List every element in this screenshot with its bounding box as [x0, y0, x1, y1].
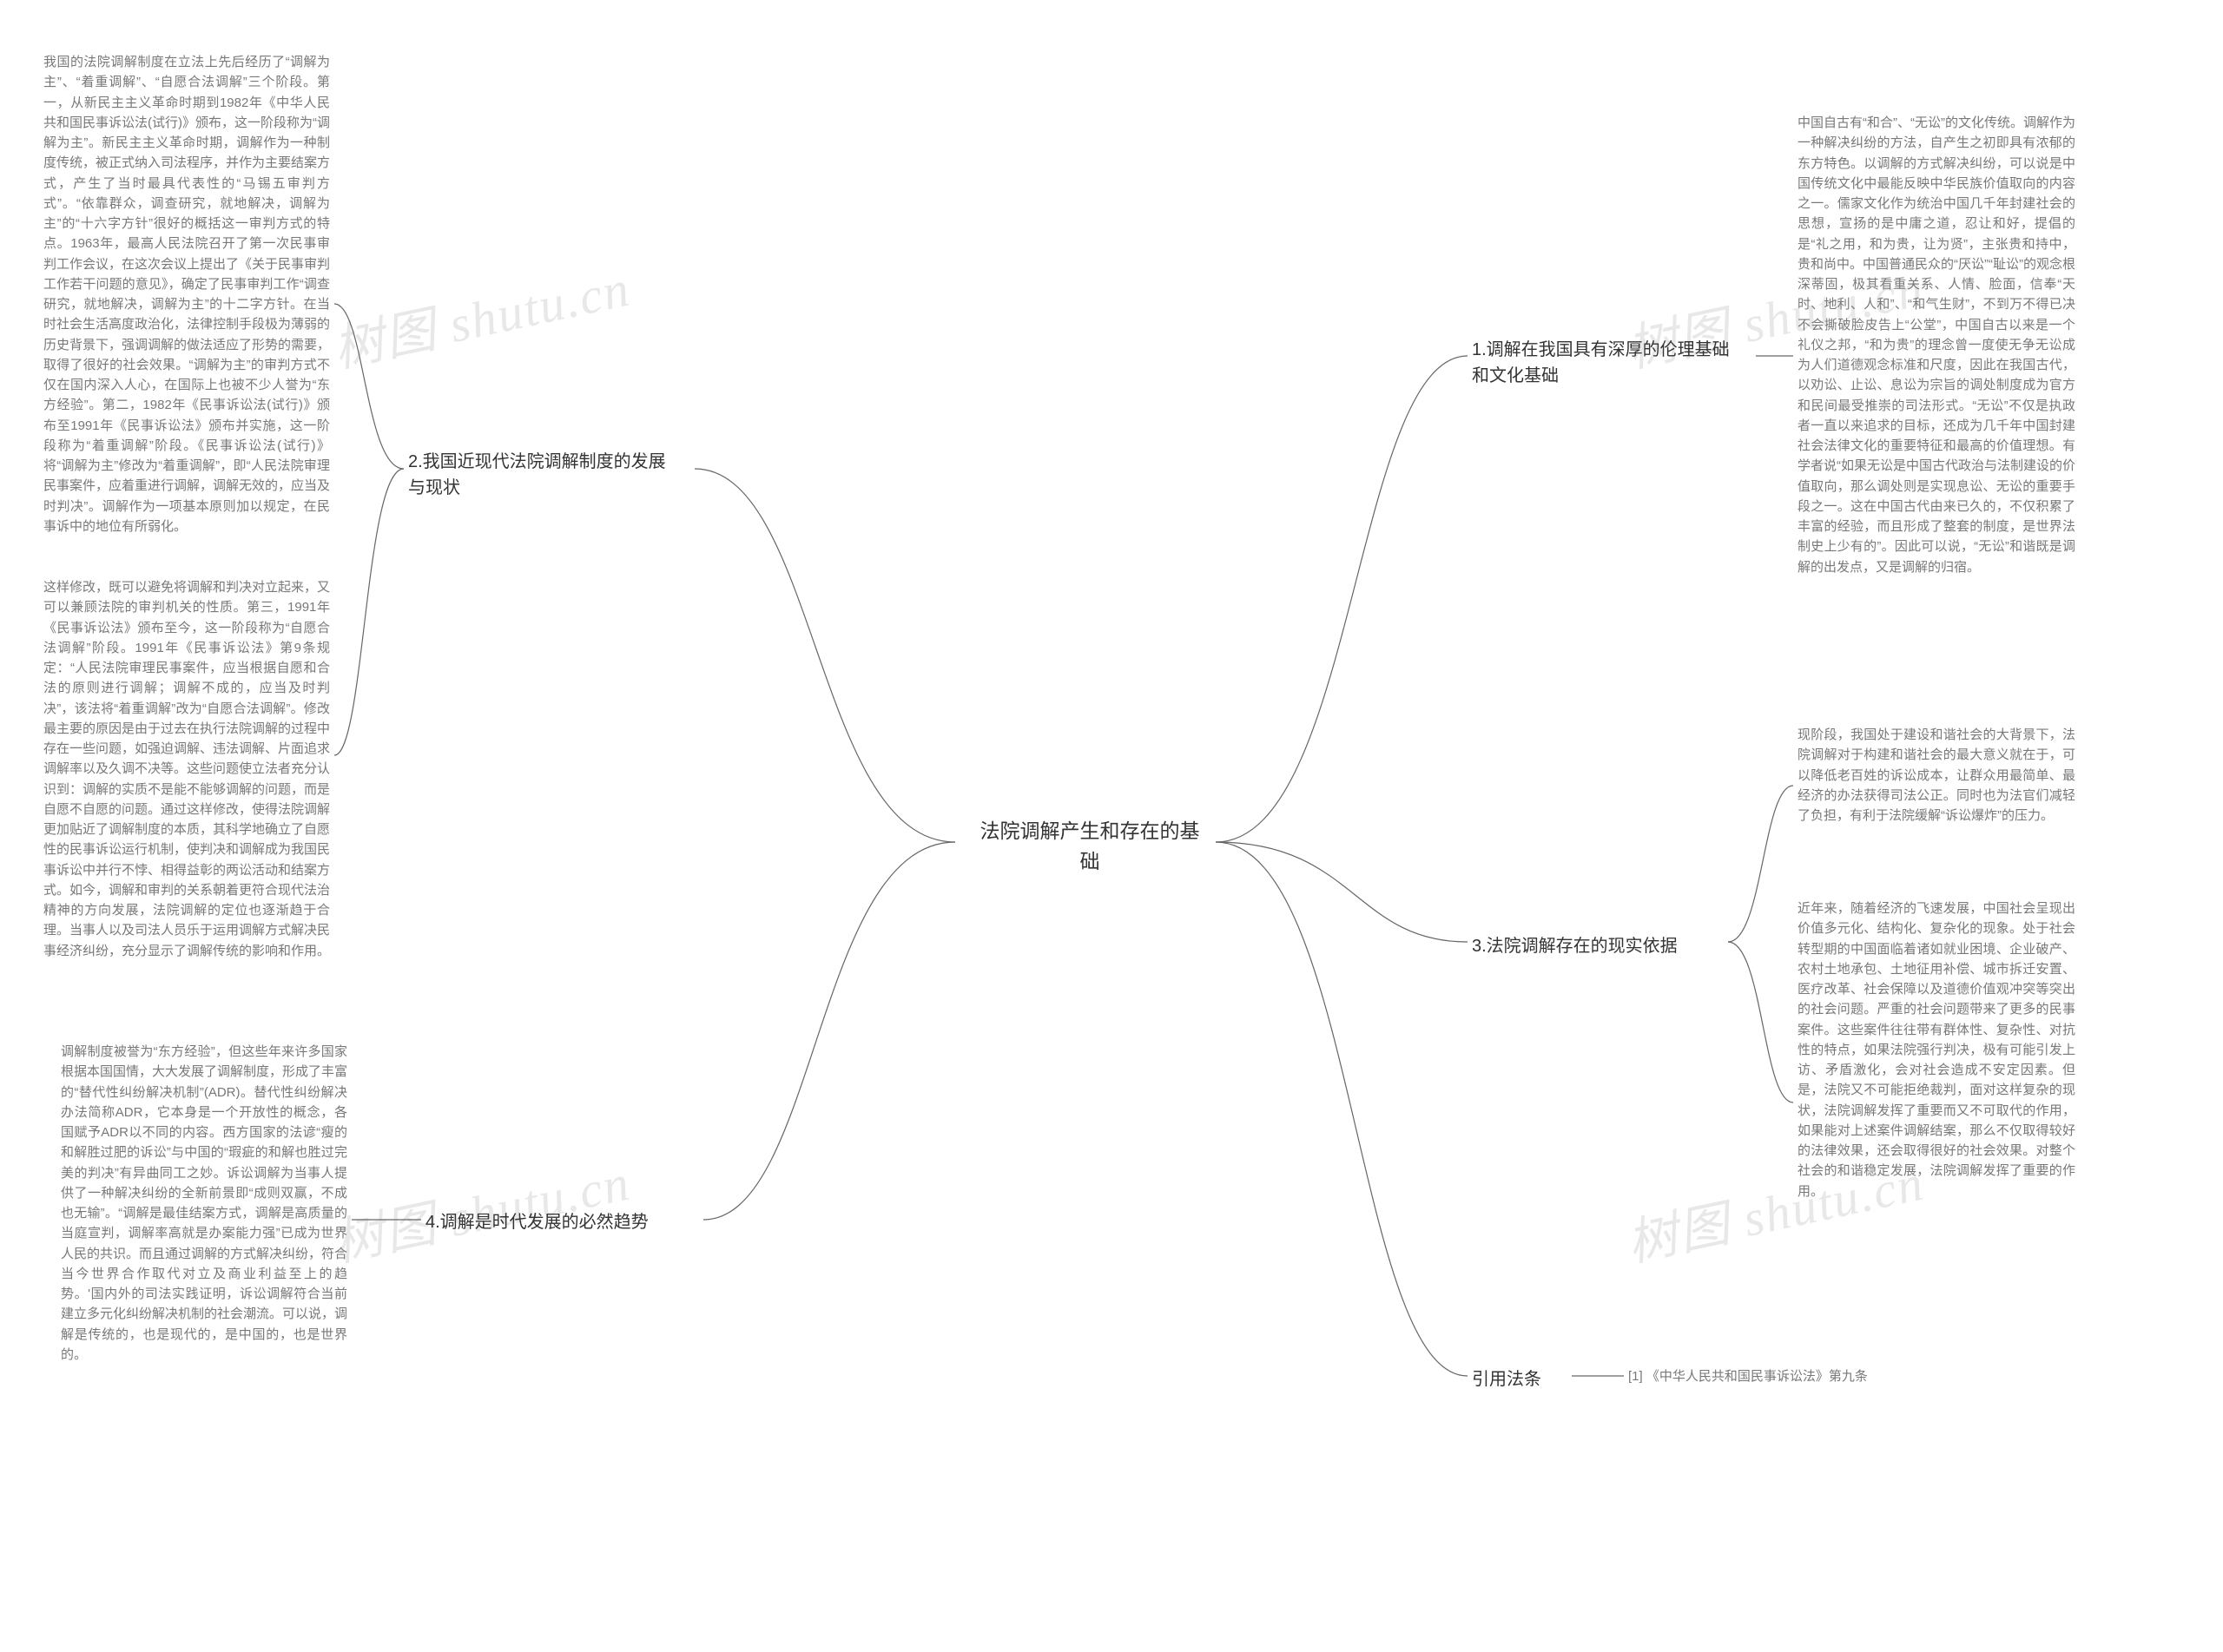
leaf-3b: 近年来，随着经济的飞速发展，中国社会呈现出价值多元化、结构化、复杂化的现象。处于… — [1798, 898, 2075, 1201]
leaf-1: 中国自古有“和合”、“无讼”的文化传统。调解作为一种解决纠纷的方法，自产生之初即… — [1798, 113, 2075, 577]
watermark: 树图 shutu.cn — [326, 1142, 636, 1275]
leaf-4: 调解制度被誉为“东方经验”，但这些年来许多国家根据本国国情，大大发展了调解制度，… — [61, 1042, 347, 1365]
branch-4: 4.调解是时代发展的必然趋势 — [425, 1209, 703, 1235]
center-node: 法院调解产生和存在的基 础 — [960, 816, 1220, 876]
leaf-2a: 我国的法院调解制度在立法上先后经历了“调解为主”、“着重调解”、“自愿合法调解”… — [43, 52, 330, 536]
branch-5: 引用法条 — [1472, 1366, 1576, 1392]
center-title-line2: 础 — [1080, 850, 1100, 872]
watermark: 树图 shutu.cn — [326, 247, 636, 381]
mindmap-canvas: 树图 shutu.cn 树图 shutu.cn 树图 shutu.cn 树图 s… — [0, 0, 2223, 1652]
leaf-3a: 现阶段，我国处于建设和谐社会的大背景下，法院调解对于构建和谐社会的最大意义就在于… — [1798, 725, 2075, 826]
branch-1: 1.调解在我国具有深厚的伦理基础 和文化基础 — [1472, 337, 1758, 389]
branch-2: 2.我国近现代法院调解制度的发展 与现状 — [408, 449, 695, 501]
branch-3: 3.法院调解存在的现实依据 — [1472, 933, 1732, 959]
leaf-5: [1] 《中华人民共和国民事诉讼法》第九条 — [1628, 1366, 1993, 1386]
center-title-line1: 法院调解产生和存在的基 — [980, 819, 1200, 842]
leaf-2b: 这样修改，既可以避免将调解和判决对立起来，又可以兼顾法院的审判机关的性质。第三，… — [43, 577, 330, 961]
